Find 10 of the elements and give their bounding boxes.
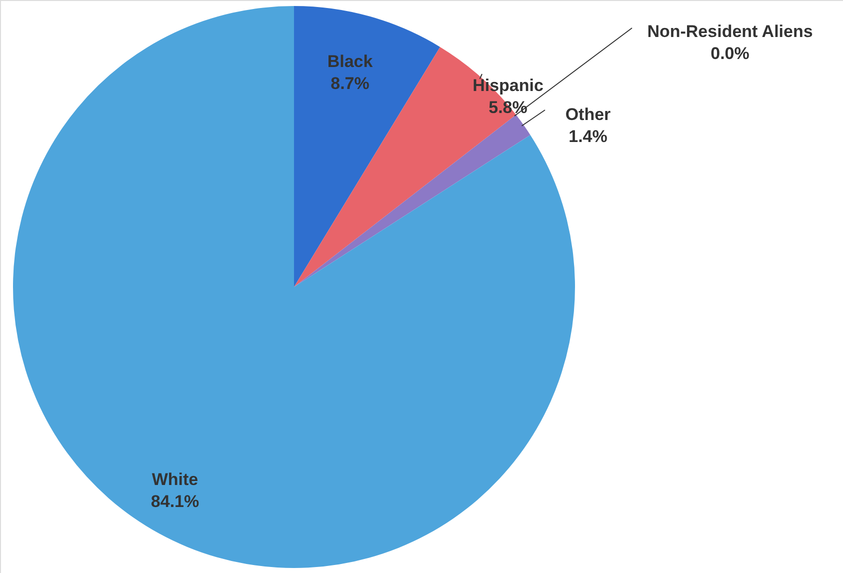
slice-label: White (152, 470, 198, 489)
pie-slice (294, 114, 530, 287)
data-label: 8.7% (330, 74, 370, 93)
data-label: 84.1% (150, 492, 200, 511)
slice-label: Black (327, 52, 374, 71)
pie-slice (294, 6, 440, 287)
slice-label: Other (565, 105, 612, 124)
text: 0.0% (710, 44, 750, 63)
data-label: 1.4% (568, 127, 608, 146)
category-label: Non-Resident Aliens (647, 22, 813, 41)
